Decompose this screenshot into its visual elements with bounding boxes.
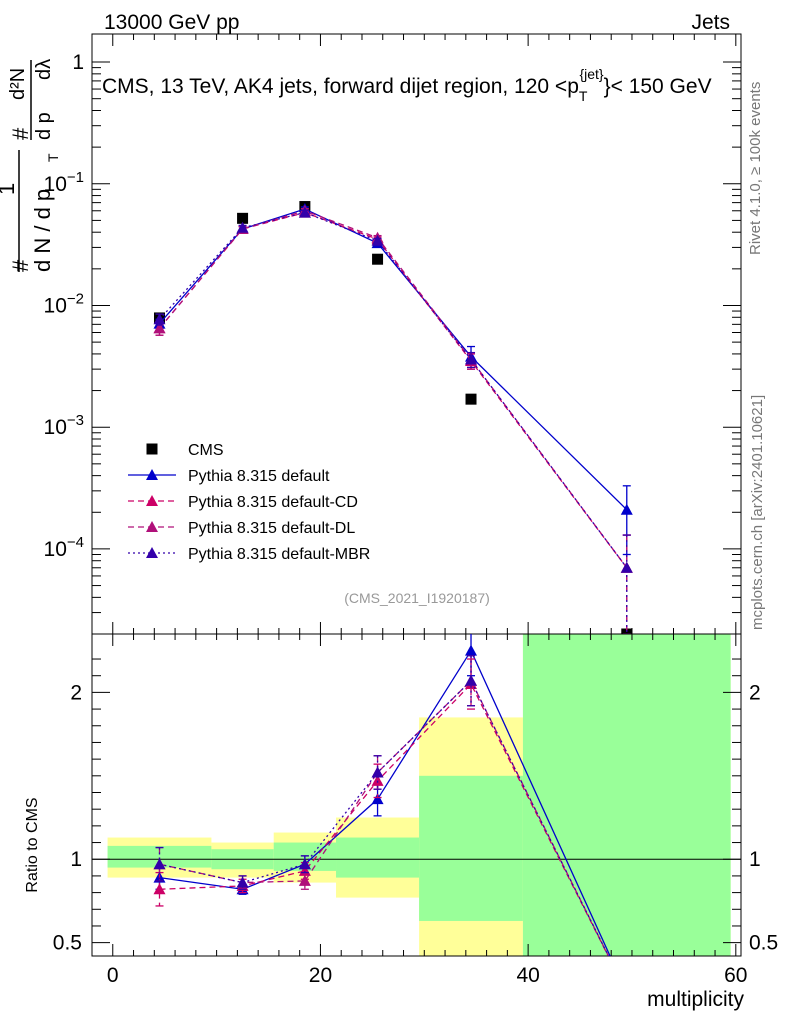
ylabel-one: 1 <box>0 183 19 195</box>
legend-label: Pythia 8.315 default <box>188 468 330 485</box>
main-series-line-3 <box>158 210 628 569</box>
x-tick-label: 0 <box>107 964 119 987</box>
x-axis-label: multiplicity <box>647 988 744 1011</box>
x-tick-label: 60 <box>724 964 747 987</box>
y-tick-label: 1 <box>72 51 84 74</box>
main-series-marker <box>236 221 249 233</box>
ratio-y-tick-label: 2 <box>70 681 82 704</box>
title-sup: {jet} <box>579 66 603 82</box>
ratio-ylabel: Ratio to CMS <box>24 797 41 892</box>
main-series-marker <box>153 313 166 325</box>
x-tick-label: 20 <box>309 964 332 987</box>
main-series-marker <box>371 234 384 246</box>
chart-title: CMS, 13 TeV, AK4 jets, forward dijet reg… <box>102 66 712 104</box>
ratio-y-tick-label: 1 <box>70 848 82 871</box>
legend-marker <box>146 469 158 480</box>
ratio-series-marker <box>465 644 478 656</box>
ylabel-d2n: d²N <box>7 68 29 100</box>
ratio-band-green-4 <box>419 775 523 921</box>
ratio-y-tick-label: 0.5 <box>53 932 82 955</box>
cms-data-point <box>372 253 384 265</box>
ratio-series-marker <box>371 793 384 805</box>
legend-label: CMS <box>188 442 224 459</box>
ratio-series-line-3 <box>159 679 610 956</box>
ratio-series-line-0 <box>159 649 611 956</box>
ratio-band-green-0 <box>107 845 212 868</box>
y-tick-label: 10−2 <box>44 290 84 317</box>
ratio-band-green-3 <box>336 837 420 878</box>
main-series-line-1 <box>159 208 628 511</box>
ratio-series-marker <box>153 858 166 870</box>
legend: CMS Pythia 8.315 default Pythia 8.315 defa… <box>128 442 370 563</box>
y-tick-label: 10−3 <box>44 412 84 439</box>
ratio-y-tick-label-right: 1 <box>749 848 761 871</box>
main-frame <box>91 33 742 635</box>
legend-marker <box>146 521 158 532</box>
ratio-series-marker <box>298 874 311 886</box>
cms-data-point <box>465 393 477 405</box>
main-axis: 10−4 10−3 10−2 10−1 1 <box>44 33 742 635</box>
ylabel-dl: dλ <box>33 59 55 80</box>
reference-label: (CMS_2021_I1920187) <box>344 590 490 606</box>
ylabel-dp: d p <box>33 112 55 140</box>
legend-marker-cms <box>146 443 158 455</box>
energy-label: 13000 GeV pp <box>104 11 239 34</box>
ratio-y-tick-label-right: 0.5 <box>749 932 778 955</box>
title-prefix: CMS, 13 TeV, AK4 jets, forward dijet reg… <box>102 75 579 98</box>
title-sub: T <box>579 88 588 104</box>
legend-label: Pythia 8.315 default-CD <box>188 494 358 511</box>
y-tick-label: 10−1 <box>44 169 84 196</box>
ratio-series-clip <box>153 634 611 956</box>
ratio-bands <box>92 634 741 956</box>
ylabel-hash-top: # <box>8 127 33 140</box>
legend-label: Pythia 8.315 default-DL <box>188 520 355 537</box>
title-suffix: }< 150 GeV <box>604 75 712 98</box>
main-y-label: # 1 d N / d p T # d²N d p dλ <box>0 59 61 272</box>
source-label: mcplots.cern.ch [arXiv:2401.10621] <box>749 395 766 630</box>
ratio-series-marker <box>236 876 249 888</box>
ratio-y-tick-label-right: 2 <box>749 681 761 704</box>
main-series-line-4 <box>159 211 628 569</box>
rivet-label: Rivet 4.1.0, ≥ 100k events <box>747 82 764 255</box>
ratio-axis: 0 20 40 600.5 0.51 12 2 <box>53 633 778 987</box>
legend-marker <box>146 495 158 506</box>
main-series-group <box>153 201 633 640</box>
ratio-frame <box>91 633 742 957</box>
x-tick-label: 40 <box>516 964 539 987</box>
main-series-marker <box>153 322 166 334</box>
legend-label: Pythia 8.315 default-MBR <box>188 546 370 563</box>
ratio-band-green-5 <box>522 634 731 956</box>
main-series-marker <box>465 353 478 365</box>
ylabel-t: T <box>45 153 61 162</box>
cms-data-point <box>237 212 249 224</box>
ratio-series-marker <box>465 674 478 686</box>
legend-marker <box>146 547 158 558</box>
ratio-series-group <box>153 634 611 956</box>
ratio-series-marker <box>371 766 384 778</box>
main-series-marker <box>298 206 311 218</box>
ylabel-dn: d N / d p <box>30 189 55 272</box>
main-series-marker <box>620 561 633 573</box>
ratio-series-marker <box>153 883 166 895</box>
y-tick-label: 10−4 <box>44 534 84 561</box>
main-series-marker <box>620 503 633 515</box>
ylabel-hash-left: # <box>8 259 33 272</box>
category-label: Jets <box>691 11 730 34</box>
ratio-series-marker <box>298 858 311 870</box>
main-series-line-2 <box>158 211 628 569</box>
